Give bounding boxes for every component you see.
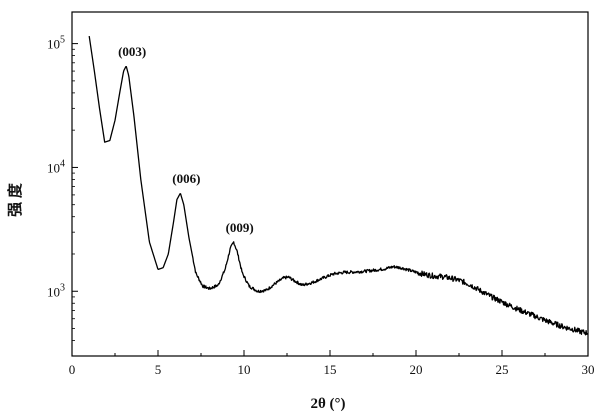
y-axis-title: 强 度 xyxy=(6,182,24,217)
peak-label: (006) xyxy=(172,171,200,186)
y-axis-ticks: 103 104 105 xyxy=(47,35,78,341)
x-tick-label: 15 xyxy=(324,362,337,377)
x-tick-label: 0 xyxy=(69,362,76,377)
x-axis-ticks: 0 5 10 15 20 25 30 xyxy=(69,350,595,377)
peak-annotations: (003) (006) (009) xyxy=(118,44,254,235)
x-tick-label: 10 xyxy=(238,362,251,377)
x-tick-label: 20 xyxy=(410,362,423,377)
peak-label: (003) xyxy=(118,44,146,59)
peak-label: (009) xyxy=(226,220,254,235)
x-tick-label: 25 xyxy=(496,362,509,377)
y-tick-label: 104 xyxy=(47,158,65,175)
x-tick-label: 5 xyxy=(155,362,162,377)
y-tick-label: 105 xyxy=(47,35,65,52)
x-tick-label: 30 xyxy=(582,362,595,377)
series-line xyxy=(88,35,589,336)
x-axis-title: 2θ (°) xyxy=(310,396,345,412)
y-tick-label: 103 xyxy=(47,282,65,299)
